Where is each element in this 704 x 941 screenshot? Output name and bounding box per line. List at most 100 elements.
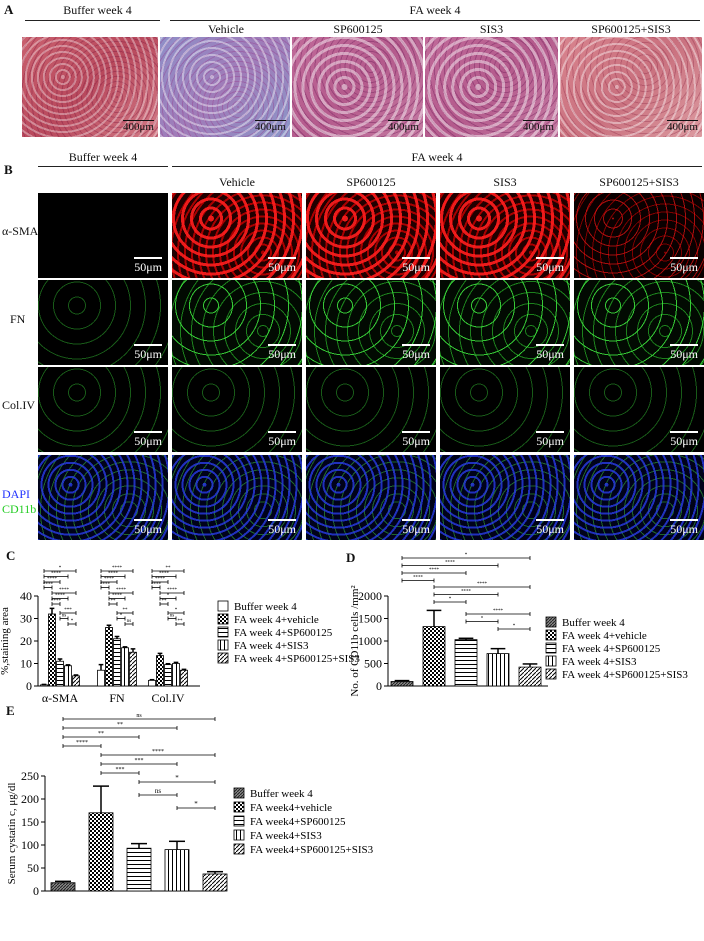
panel-e-label: E [6,703,15,718]
a-col-combo: SP600125+SIS3 [591,22,671,36]
y-tick-label: 50 [27,861,39,875]
panel-d-label: D [346,550,356,565]
scale-bar: 50μm [134,257,162,275]
y-tick-label: 0 [33,884,39,898]
if-col4-buffer-image: 50μm [38,367,168,452]
bar [48,613,56,687]
significance-label: ns [127,619,132,624]
legend-swatch [545,642,557,654]
legend-label: FA week 4+SP600125+SIS3 [562,669,688,681]
scale-bar: 50μm [670,344,698,362]
legend-swatch [545,629,557,641]
scale-bar-label: 50μm [402,434,430,448]
y-tick-label: 1000 [358,634,382,648]
legend-swatch [233,801,245,813]
significance-label: * [120,614,123,619]
significance-label: **** [167,588,178,593]
significance-label: *** [135,758,144,764]
y-tick-label: 2000 [358,589,382,603]
significance-label: * [481,617,484,622]
if-dapi-cd11b-combo-image: 50μm [574,455,704,540]
bar [64,665,72,687]
significance-label: **** [152,749,164,755]
significance-label: **** [108,572,119,577]
b-col-sp600125: SP600125 [346,175,396,189]
legend-swatch [233,787,245,799]
scale-bar: 50μm [536,257,564,275]
scale-bar-label: 50μm [402,260,430,274]
scale-bar-label: 50μm [536,522,564,536]
legend-label: FA week4+SIS3 [250,830,322,842]
scale-bar: 400μm [667,120,698,133]
scale-bar: 50μm [134,519,162,537]
scale-bar-label: 400μm [667,121,698,133]
significance-label: * [167,594,170,599]
if-asma-sis3-image: 50μm [440,193,570,278]
b-buffer-header-rule [38,166,168,167]
y-tick-label: 500 [364,657,382,671]
b-fa-header-rule [172,166,702,167]
if-col4-vehicle-image: 50μm [172,367,302,452]
legend-swatch [217,639,229,651]
y-tick-label: 100 [21,838,39,852]
y-axis-label: No. of CD11b cells /mm² [349,585,361,697]
masson-sis3-image: 400μm [425,37,558,137]
legend-label: FA week4+SP600125 [250,816,346,828]
a-buffer-header-rule [25,20,160,21]
bar [422,626,446,687]
legend-label: FA week 4+SP600125 [234,627,333,639]
a-fa-header-rule [170,20,700,21]
y-tick-label: 10 [20,657,32,671]
y-tick-label: 0 [26,679,32,693]
panel-b-label: B [4,162,13,177]
legend-swatch [545,655,557,667]
bar [88,812,114,892]
significance-label: * [175,608,178,613]
scale-bar: 50μm [536,344,564,362]
if-dapi-cd11b-sis3-image: 50μm [440,455,570,540]
a-col-vehicle: Vehicle [208,22,244,36]
a-buffer-header: Buffer week 4 [63,3,132,17]
legend-label: FA week4+vehicle [250,802,332,814]
scale-bar: 400μm [123,120,154,133]
significance-label: ** [111,599,117,604]
legend-swatch [545,616,557,628]
if-dapi-cd11b-sp600125-image: 50μm [306,455,436,540]
bar [97,669,105,687]
scale-bar: 50μm [268,519,296,537]
scale-bar-label: 50μm [670,347,698,361]
significance-label: ** [178,619,184,624]
masson-buffer-image: 400μm [22,37,158,137]
significance-label: * [59,566,62,571]
b-col-sis3: SIS3 [493,175,517,189]
bar [105,627,113,687]
masson-vehicle-image: 400μm [160,37,290,137]
y-tick-label: 250 [21,769,39,783]
scale-bar-label: 400μm [523,121,554,133]
scale-bar-label: 400μm [388,121,419,133]
bar [164,849,190,892]
significance-label: **** [47,577,58,582]
legend-label: Buffer week 4 [250,788,313,800]
scale-bar: 50μm [134,344,162,362]
scale-bar-label: 50μm [670,434,698,448]
significance-label: ** [166,566,172,571]
scale-bar: 50μm [134,431,162,449]
a-col-sp600125: SP600125 [333,22,383,36]
significance-label: **** [112,566,123,571]
legend-label: FA week 4+vehicle [562,630,647,642]
bar [121,647,129,687]
if-asma-sp600125-image: 50μm [306,193,436,278]
if-fn-vehicle-image: 50μm [172,280,302,365]
legend-swatch [233,843,245,855]
scale-bar: 50μm [268,431,296,449]
if-col4-combo-image: 50μm [574,367,704,452]
bar [202,873,228,892]
legend-label: FA week 4+vehicle [234,614,319,626]
scale-bar-label: 50μm [402,522,430,536]
significance-label: ns [155,787,162,795]
significance-label: **** [413,576,424,581]
y-tick-label: 0 [376,679,382,693]
bar [129,651,137,687]
scale-bar-label: 50μm [670,260,698,274]
